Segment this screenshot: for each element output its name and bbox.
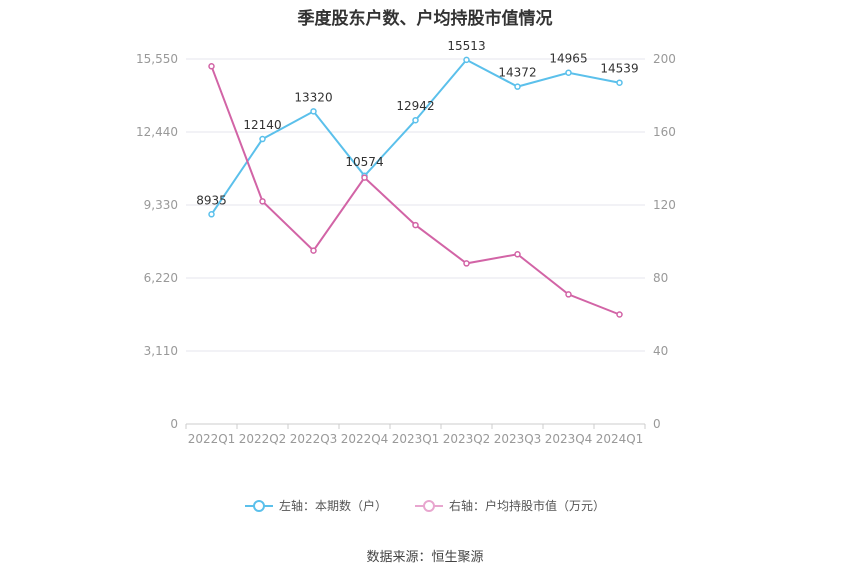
data-label: 14372 bbox=[498, 66, 536, 80]
data-point-right bbox=[361, 174, 368, 181]
left-axis-tick-label: 6,220 bbox=[144, 271, 178, 285]
data-point-left bbox=[412, 116, 419, 124]
x-axis-tick-label: 2023Q1 bbox=[392, 432, 440, 446]
data-label: 12140 bbox=[243, 118, 281, 132]
right-axis-tick-label: 120 bbox=[653, 198, 676, 212]
right-axis-tick-label: 200 bbox=[653, 52, 676, 66]
data-label: 14965 bbox=[549, 52, 587, 66]
legend-left-label: 左轴：本期数（户） bbox=[278, 499, 387, 513]
x-axis-tick-label: 2022Q3 bbox=[290, 432, 338, 446]
x-axis-tick-label: 2022Q4 bbox=[341, 432, 389, 446]
left-axis-tick-label: 9,330 bbox=[144, 198, 178, 212]
legend: 左轴：本期数（户） 右轴：户均持股市值（万元） bbox=[0, 497, 850, 514]
series-line-left bbox=[210, 58, 620, 215]
x-axis-tick-label: 2022Q1 bbox=[188, 432, 236, 446]
data-point-right bbox=[208, 63, 215, 70]
x-axis-tick-label: 2024Q1 bbox=[596, 432, 644, 446]
data-label: 14539 bbox=[600, 62, 638, 76]
data-point-left bbox=[208, 211, 215, 218]
left-axis-tick-label: 0 bbox=[170, 417, 178, 431]
x-axis-tick-label: 2023Q4 bbox=[545, 432, 593, 446]
data-point-left bbox=[310, 108, 317, 115]
chart-title: 季度股东户数、户均持股市值情况 bbox=[297, 9, 553, 29]
data-label: 13320 bbox=[294, 90, 332, 104]
right-axis-tick-label: 0 bbox=[653, 417, 661, 431]
data-point-right bbox=[412, 221, 419, 229]
data-point-left bbox=[616, 79, 623, 86]
data-point-left bbox=[514, 83, 521, 90]
data-label: 10574 bbox=[345, 155, 383, 169]
right-axis-tick-label: 160 bbox=[653, 125, 676, 139]
data-point-right bbox=[259, 198, 266, 205]
data-source: 数据来源：恒生聚源 bbox=[366, 550, 484, 565]
x-axis-tick-label: 2022Q2 bbox=[239, 432, 287, 446]
legend-item-right-series[interactable]: 右轴：户均持股市值（万元） bbox=[415, 497, 605, 514]
left-axis-tick-label: 3,110 bbox=[144, 344, 178, 358]
legend-item-left-series[interactable]: 左轴：本期数（户） bbox=[244, 497, 387, 514]
data-point-left bbox=[463, 56, 470, 64]
data-point-right bbox=[616, 311, 623, 318]
data-point-right bbox=[463, 260, 470, 267]
data-point-right bbox=[514, 251, 521, 258]
right-axis-tick-label: 40 bbox=[653, 344, 668, 358]
data-point-left bbox=[259, 135, 266, 143]
legend-right-label: 右轴：户均持股市值（万元） bbox=[449, 499, 606, 513]
legend-left-line-icon bbox=[244, 499, 273, 512]
x-axis-tick-label: 2023Q3 bbox=[494, 432, 542, 446]
data-point-right bbox=[565, 291, 572, 298]
data-point-right bbox=[310, 247, 317, 254]
left-axis-tick-label: 12,440 bbox=[136, 125, 178, 139]
data-label: 8935 bbox=[196, 193, 227, 207]
data-label: 15513 bbox=[447, 39, 485, 53]
left-axis-tick-label: 15,550 bbox=[136, 52, 178, 66]
legend-right-line-icon bbox=[415, 499, 443, 512]
right-axis-tick-label: 80 bbox=[653, 271, 668, 285]
data-label: 12942 bbox=[396, 99, 434, 113]
data-point-left bbox=[565, 69, 572, 76]
x-axis-tick-label: 2023Q2 bbox=[443, 432, 491, 446]
